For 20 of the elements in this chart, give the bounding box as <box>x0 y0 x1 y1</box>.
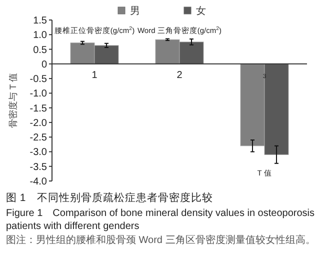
y-tick-label: -0.5 <box>30 74 48 86</box>
y-tick-label: 0 <box>41 59 48 70</box>
y-tick-label: -1.5 <box>30 103 48 114</box>
legend-label: 男 <box>130 6 140 17</box>
y-tick-label: 1.5 <box>33 16 48 26</box>
y-axis-title: 骨密度与 T 值 <box>8 72 18 128</box>
legend-label: 女 <box>196 5 206 17</box>
y-tick-label: -2.5 <box>30 132 48 144</box>
y-tick-label: -3.5 <box>30 162 48 173</box>
text: 图 1 不同性别骨质疏松症患者骨密度比较 <box>6 192 214 206</box>
x-tick-label: 1 <box>92 70 98 81</box>
y-tick-label: -2.0 <box>30 118 48 129</box>
y-tick-label: 0.5 <box>33 44 48 56</box>
y-tick-label: -1.0 <box>30 88 48 100</box>
x-tick-label: 2 <box>176 70 183 81</box>
y-tick-label: -4.0 <box>30 176 48 188</box>
y-tick-label: 1.0 <box>33 30 48 42</box>
text: 图注：男性组的腰椎和股骨颈 Word 三角区骨密度测量值较女性组高。 <box>6 234 316 247</box>
y-tick-label: -3.0 <box>30 147 48 158</box>
text: Figure 1 Comparison of bone mineral density values in osteoporosis patients with different genders <box>6 206 316 234</box>
